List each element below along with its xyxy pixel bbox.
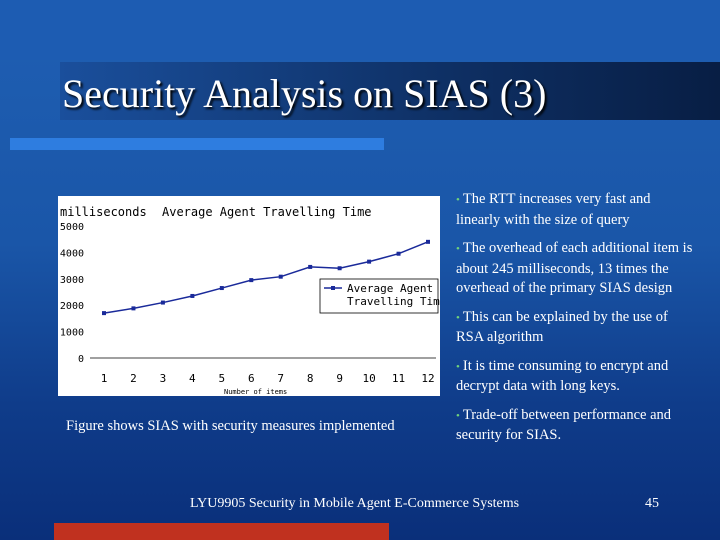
bullet-marker: • [456, 409, 460, 422]
bullet-text: It is time consuming to encrypt and decr… [456, 357, 669, 395]
chart-title: Average Agent Travelling Time [162, 205, 372, 219]
data-point [102, 311, 106, 316]
x-tick-label: 3 [160, 372, 167, 385]
data-point [426, 239, 430, 244]
top-band [0, 0, 720, 60]
data-point [190, 293, 195, 298]
bullet-marker: • [456, 194, 460, 206]
y-tick-label: 5000 [60, 222, 84, 233]
x-tick-label: 8 [307, 372, 314, 385]
slide-title: Security Analysis on SIAS (3) [62, 71, 547, 116]
data-point [337, 266, 342, 271]
data-point [308, 264, 313, 269]
x-tick-label: 11 [392, 372, 405, 385]
footer-text: LYU9905 Security in Mobile Agent E-Comme… [190, 496, 520, 511]
chart-xlabel: Number of items [224, 388, 287, 396]
legend-marker [331, 286, 335, 290]
bullet-item: • The overhead of each additional item is… [456, 239, 694, 299]
bullet-item: • This can be explained by the use of RSA… [456, 308, 694, 348]
x-tick-label: 4 [189, 372, 196, 385]
data-point [160, 300, 165, 305]
bullet-text: The overhead of each additional item is … [456, 240, 693, 296]
x-tick-label: 1 [101, 372, 108, 385]
bullet-item: • The RTT increases very fast and linearl… [456, 190, 694, 230]
data-point [367, 259, 372, 264]
x-tick-label: 12 [421, 372, 434, 385]
x-tick-label: 6 [248, 372, 255, 385]
x-tick-label: 10 [362, 372, 375, 385]
bullet-text: The RTT increases very fast and linearly… [456, 191, 651, 228]
y-tick-label: 0 [78, 354, 84, 365]
chart-legend [319, 278, 439, 314]
x-tick-label: 7 [277, 372, 284, 385]
legend-label-line-1: Average Agent [347, 282, 433, 295]
x-tick-label: 2 [130, 372, 137, 385]
figure-caption: Figure shows SIAS with security measures… [66, 418, 395, 434]
x-tick-label: 5 [219, 372, 226, 385]
y-tick-label: 3000 [60, 275, 84, 286]
legend-label-line-2: Travelling Time [347, 295, 440, 308]
bullet-marker: • [456, 360, 460, 373]
chart-ylabel: milliseconds [60, 205, 147, 219]
x-tick-label: 9 [336, 372, 343, 385]
line-chart: milliseconds Average Agent Travelling Ti… [60, 205, 446, 396]
data-point [131, 306, 136, 311]
bullet-list: • The RTT increases very fast and linearl… [456, 190, 694, 455]
y-tick-label: 4000 [60, 248, 84, 259]
page-number: 45 [645, 496, 659, 511]
series-line [103, 241, 429, 314]
y-tick-label: 2000 [60, 301, 84, 312]
title-accent-bar [10, 138, 384, 150]
legend-label: Average Agent Travelling Time [347, 282, 440, 308]
bullet-item: • It is time consuming to encrypt and dec… [456, 357, 694, 397]
title-band [60, 62, 720, 120]
bullet-text: This can be explained by the use of RSA … [456, 308, 668, 346]
data-point [249, 278, 254, 283]
data-point [219, 286, 224, 291]
bottom-accent-bar [54, 523, 389, 540]
data-point [278, 274, 283, 279]
chart-image: milliseconds Average Agent Travelling Ti… [58, 196, 446, 396]
y-tick-label: 1000 [60, 328, 84, 339]
bullet-item: • Trade-off between performance and secur… [456, 406, 694, 446]
data-point [396, 251, 401, 256]
bullet-marker: • [456, 311, 460, 324]
bullet-text: Trade-off between performance and securi… [456, 406, 672, 444]
bullet-marker: • [456, 243, 460, 255]
